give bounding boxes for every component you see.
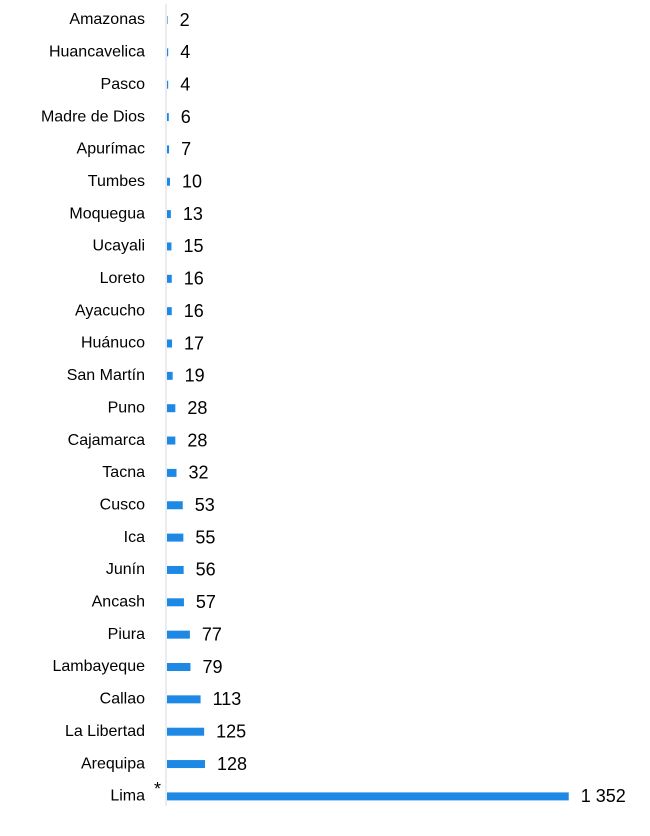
value-label: 56 (196, 560, 216, 580)
bar (167, 501, 183, 510)
category-label: Piura (108, 626, 145, 643)
value-label: 16 (184, 301, 204, 321)
bar (167, 145, 170, 154)
value-label: 57 (196, 592, 216, 612)
bar (167, 663, 191, 671)
bar (167, 630, 190, 639)
bar (167, 468, 177, 477)
category-label: Apurímac (77, 141, 145, 158)
value-label: 7 (181, 139, 191, 159)
value-label: 28 (187, 430, 207, 450)
category-label: Huancavelica (49, 44, 145, 61)
value-label: 128 (217, 754, 247, 774)
value-label: 55 (195, 527, 215, 547)
category-label: Amazonas (69, 11, 145, 28)
bar (167, 533, 184, 542)
category-label: Huánuco (81, 335, 145, 352)
category-label: Arequipa (81, 755, 145, 772)
value-label: 1 352 (581, 786, 626, 806)
bar (167, 80, 169, 89)
value-label: 4 (180, 74, 190, 94)
bar (167, 565, 184, 574)
bar (167, 598, 184, 607)
value-label: 15 (183, 236, 203, 256)
category-label: Lima (110, 788, 145, 805)
category-label: Tacna (102, 464, 145, 481)
bar (167, 16, 168, 24)
value-label: 2 (180, 10, 190, 30)
bar (167, 339, 173, 348)
value-label: 17 (184, 333, 204, 353)
bar (167, 242, 172, 251)
bar (167, 113, 169, 122)
category-label: Junín (106, 561, 145, 578)
category-label: Tumbes (88, 173, 145, 190)
value-label: 77 (202, 624, 222, 644)
category-label: Cajamarca (68, 432, 145, 449)
category-label: Lambayeque (52, 658, 145, 675)
category-label: Ancash (92, 594, 145, 611)
bar (167, 436, 176, 445)
category-label: La Libertad (65, 723, 145, 740)
value-label: 53 (195, 495, 215, 515)
value-label: 113 (213, 689, 242, 709)
value-label: 4 (180, 42, 190, 62)
category-label: Ucayali (93, 238, 145, 255)
bar (167, 307, 172, 316)
annotation: * (154, 779, 161, 799)
category-label: Ica (124, 529, 145, 546)
value-label: 19 (185, 366, 205, 386)
category-label: Puno (108, 399, 145, 416)
category-label: Madre de Dios (41, 108, 145, 125)
value-label: 32 (189, 463, 209, 483)
bar (167, 727, 205, 736)
value-label: 13 (183, 204, 203, 224)
value-label: 16 (184, 269, 204, 289)
bar (167, 695, 201, 704)
bar (167, 177, 170, 186)
bar (167, 760, 206, 769)
bar (167, 48, 169, 57)
category-label: Pasco (101, 76, 146, 93)
bar (167, 404, 176, 413)
value-label: 125 (216, 721, 246, 741)
value-label: 28 (187, 398, 207, 418)
bar (167, 210, 171, 219)
value-label: 6 (181, 107, 191, 127)
value-label: 79 (202, 657, 222, 677)
category-label: Moquegua (69, 205, 145, 222)
category-label: Cusco (100, 496, 145, 513)
category-label: Callao (100, 691, 145, 708)
bar (167, 792, 569, 801)
value-label: 10 (182, 172, 202, 192)
bar (167, 274, 172, 283)
category-label: San Martín (67, 367, 145, 384)
category-label: Ayacucho (75, 302, 145, 319)
bar (167, 371, 173, 380)
category-label: Loreto (100, 270, 145, 287)
